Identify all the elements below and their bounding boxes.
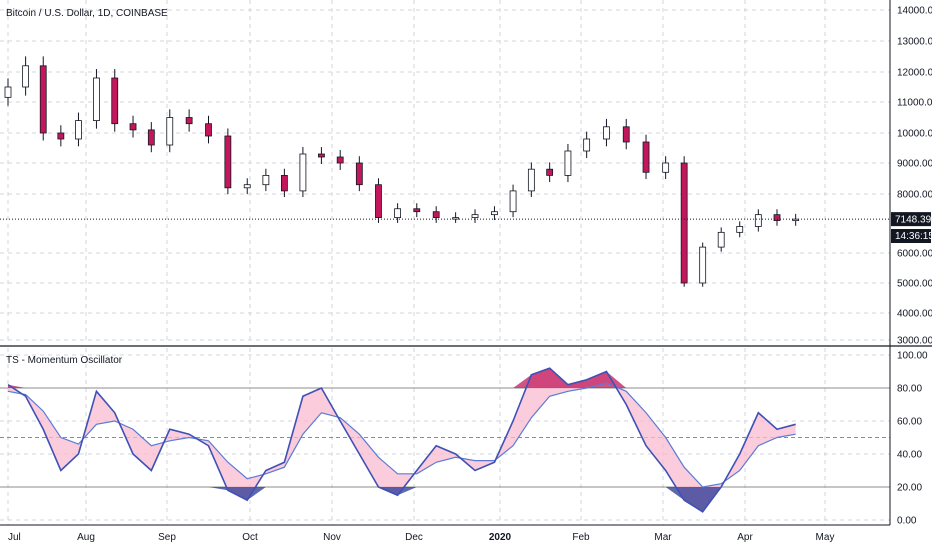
candle-body (224, 135, 232, 189)
time-axis-label: Feb (572, 532, 590, 543)
oscillator-axis[interactable]: 100.00 80.00 60.00 40.00 20.00 0.00 (897, 351, 928, 527)
last-price-label: 7148.39 (895, 215, 932, 226)
last-price-badge: 7148.39 (891, 212, 932, 227)
candle-body (355, 162, 363, 186)
price-axis-label: 14000.00 (897, 6, 932, 17)
price-axis-label: 10000.00 (897, 129, 932, 140)
oscillator-pane[interactable]: TS - Momentum Oscillator (0, 348, 890, 525)
candle-body (432, 211, 440, 218)
candle-body (147, 129, 155, 146)
oversold-fill (8, 487, 796, 512)
candle-body (394, 208, 402, 218)
candles (4, 56, 800, 287)
candle-body (166, 117, 174, 146)
time-axis-label: Sep (158, 532, 176, 543)
candle-body (262, 174, 270, 186)
price-axis-label: 12000.00 (897, 68, 932, 79)
time-axis[interactable]: Jul Aug Sep Oct Nov Dec 2020 Feb Mar Apr May (8, 532, 834, 543)
price-axis-label: 8000.00 (897, 190, 932, 201)
candle-body (93, 77, 100, 121)
countdown-badge: 14:36:15 (891, 229, 932, 243)
oscillator-grid (0, 348, 890, 525)
time-axis-label: Nov (323, 532, 341, 543)
candle-body (583, 138, 591, 152)
price-axis-label: 4000.00 (897, 309, 932, 320)
candle-body (280, 174, 288, 192)
osc-axis-label: 80.00 (897, 384, 922, 395)
candle-body (452, 217, 460, 220)
osc-axis-label: 40.00 (897, 450, 922, 461)
time-axis-label: Aug (77, 532, 95, 543)
osc-axis-label: 0.00 (897, 516, 917, 527)
overbought-fill (8, 368, 796, 388)
candle-body (375, 184, 382, 218)
price-axis-label: 13000.00 (897, 37, 932, 48)
price-title: Bitcoin / U.S. Dollar, 1D, COINBASE (6, 8, 168, 19)
time-axis-label: Mar (654, 532, 672, 543)
candle-body (299, 153, 307, 192)
signal-line (7, 382, 796, 488)
price-axis-label: 11000.00 (897, 98, 932, 109)
candle-body (336, 156, 344, 164)
candle-body (243, 184, 251, 189)
candle-body (185, 117, 193, 125)
price-grid (0, 0, 890, 344)
candle-body (773, 214, 781, 221)
time-axis-label: Apr (737, 532, 753, 543)
candle-body (662, 162, 670, 173)
candle-body (754, 214, 762, 227)
price-axis-label: 5000.00 (897, 279, 932, 290)
candle-body (527, 168, 535, 192)
oscillator-lines (7, 367, 796, 513)
price-axis[interactable]: 14000.00 13000.00 12000.00 11000.00 10000.00… (897, 6, 932, 347)
osc-axis-label: 100.00 (897, 351, 928, 362)
candle-body (680, 162, 688, 284)
candle-body (22, 65, 30, 88)
candle-body (546, 168, 554, 176)
candle-body (699, 246, 707, 284)
candle-body (129, 123, 137, 131)
candle-body (205, 123, 212, 137)
osc-axis-label: 20.00 (897, 483, 922, 494)
candle-body (318, 153, 325, 158)
candle-body (4, 86, 12, 98)
oscillator-line (7, 367, 796, 513)
candle-body (57, 132, 65, 140)
time-axis-label: Dec (405, 532, 423, 543)
candle-body (39, 65, 47, 134)
time-axis-label: May (816, 532, 835, 543)
candle-body (491, 211, 498, 216)
price-axis-label: 6000.00 (897, 249, 932, 260)
oscillator-title: TS - Momentum Oscillator (6, 355, 123, 366)
candle-body (642, 141, 650, 173)
candle-body (717, 231, 725, 248)
price-axis-label: 3000.00 (897, 336, 932, 347)
time-axis-label: Jul (8, 532, 21, 543)
candle-body (736, 226, 744, 233)
countdown-label: 14:36:15 (895, 231, 932, 242)
time-axis-label: Oct (242, 532, 258, 543)
time-axis-label: 2020 (489, 532, 512, 543)
candle-body (471, 214, 479, 218)
candle-body (603, 126, 610, 140)
candle-body (413, 208, 421, 213)
price-axis-label: 9000.00 (897, 159, 932, 170)
candle-body (75, 120, 82, 140)
candle-body (622, 126, 630, 143)
candle-body (564, 150, 572, 176)
candle-body (111, 77, 119, 125)
osc-axis-label: 60.00 (897, 417, 922, 428)
candle-body (509, 190, 517, 213)
price-pane[interactable]: Bitcoin / U.S. Dollar, 1D, COINBASE (0, 0, 890, 344)
